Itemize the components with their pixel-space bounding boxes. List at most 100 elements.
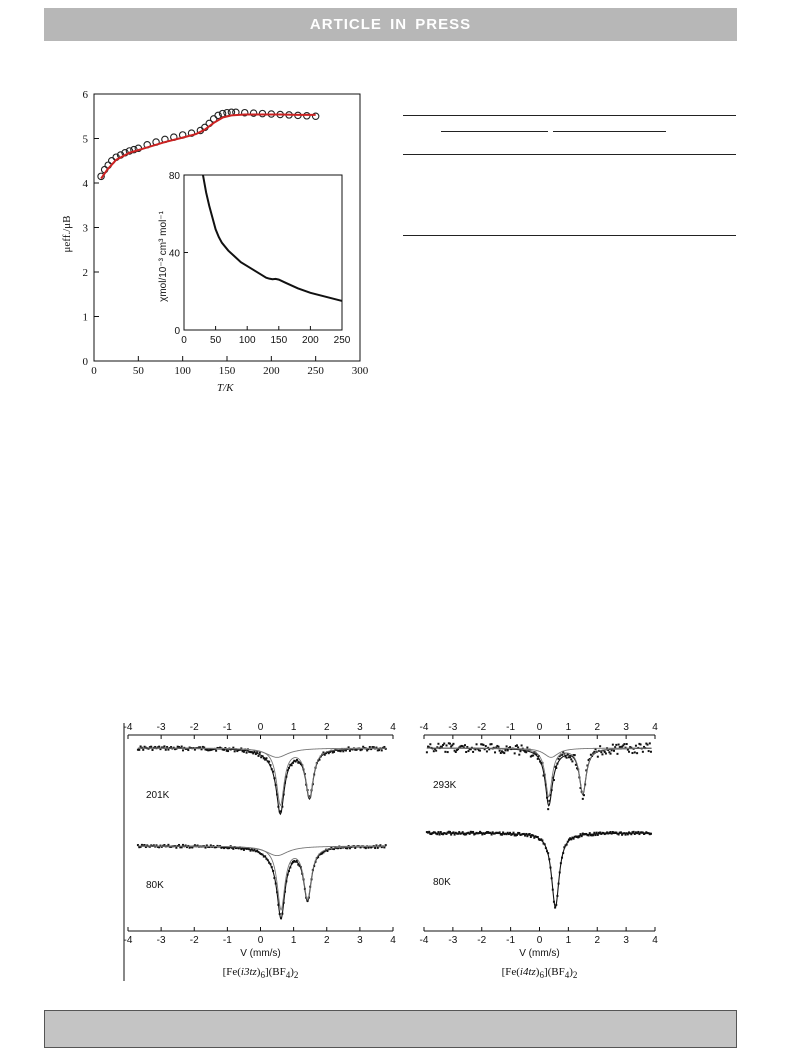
spectrum-data-point [482, 832, 485, 835]
spectrum-data-point [526, 746, 529, 749]
spectrum-data-point [295, 758, 298, 761]
spectrum-data-point [248, 848, 251, 851]
spectrum-data-point [200, 748, 203, 751]
spectrum-data-point [268, 760, 271, 763]
spectrum-data-point [291, 860, 294, 863]
spectrum-data-point [614, 746, 617, 749]
spectrum-data-point [158, 846, 161, 849]
spectrum-data-point [594, 834, 597, 837]
spectrum-data-point [181, 749, 184, 752]
spectrum-fit-line [137, 747, 386, 816]
data-point-marker [178, 131, 187, 139]
spectrum-data-point [623, 743, 626, 746]
y-tick-label: 2 [83, 267, 89, 279]
spectrum-data-point [576, 836, 579, 839]
spectrum-data-point [252, 752, 255, 755]
spectrum-data-point [327, 752, 330, 755]
spectrum-data-point [284, 781, 287, 784]
spectrum-data-point [232, 847, 235, 850]
spectrum-data-point [298, 864, 301, 867]
spectrum-data-point [592, 752, 595, 755]
spectrum-data-point [587, 759, 590, 762]
spectrum-data-point [630, 746, 633, 749]
spectrum-data-point [444, 750, 447, 753]
spectrum-data-point [195, 845, 198, 848]
spectrum-data-point [440, 832, 443, 835]
spectrum-data-point [509, 746, 512, 749]
spectrum-data-point [521, 747, 524, 750]
spectrum-data-point [528, 832, 531, 835]
spectrum-data-point [474, 748, 477, 751]
spectrum-data-point [525, 751, 528, 754]
spectrum-data-point [482, 743, 485, 746]
spectrum-data-point [626, 748, 629, 751]
spectrum-data-point [164, 845, 167, 848]
spectrum-data-point [599, 831, 602, 834]
spectrum-data-point [183, 845, 186, 848]
spectrum-data-point [505, 833, 508, 836]
spectrum-data-point [231, 846, 234, 849]
spectrum-data-point [236, 846, 239, 849]
spectrum-data-point [144, 746, 147, 749]
top-tick-label: 2 [324, 722, 330, 733]
spectrum-data-point [520, 744, 523, 747]
spectrum-data-point [188, 746, 191, 749]
spectrum-component-line [426, 747, 652, 758]
spectrum-data-point [140, 843, 143, 846]
spectrum-data-point [530, 754, 533, 757]
spectrum-data-point [203, 845, 206, 848]
spectrum-data-point [172, 845, 175, 848]
spectrum-data-point [540, 838, 543, 841]
spectrum-data-point [437, 742, 440, 745]
y-tick-label: 1 [83, 312, 89, 324]
top-tick-label: 3 [623, 722, 629, 733]
spectrum-data-point [374, 847, 377, 850]
inset-x-tick-label: 150 [270, 335, 287, 346]
spectrum-data-point [537, 755, 540, 758]
inset-x-tick-label: 200 [302, 335, 319, 346]
spectrum-data-point [362, 745, 365, 748]
spectrum-data-point [631, 752, 634, 755]
spectrum-data-point [167, 748, 170, 751]
spectrum-data-point [368, 746, 371, 749]
spectrum-data-point [448, 742, 451, 745]
spectrum-data-point [329, 750, 332, 753]
spectrum-data-point [234, 847, 237, 850]
spectrum-data-point [217, 845, 220, 848]
spectrum-data-point [253, 848, 256, 851]
spectrum-data-point [565, 756, 568, 759]
spectrum-data-point [242, 848, 245, 851]
spectrum-data-point [215, 749, 218, 752]
spectrum-data-point [500, 750, 503, 753]
spectrum-data-point [632, 747, 635, 750]
spectrum-data-point [484, 831, 487, 834]
spectrum-data-point [179, 846, 182, 849]
spectrum-data-point [311, 869, 314, 872]
spectrum-data-point [348, 749, 351, 752]
bottom-tick-label: 0 [537, 935, 543, 946]
spectrum-data-point [565, 843, 568, 846]
spectrum-data-point [544, 847, 547, 850]
spectrum-data-point [622, 832, 625, 835]
spectrum-data-point [208, 846, 211, 849]
x-tick-label: 300 [352, 365, 369, 377]
spectrum-data-point [459, 832, 462, 835]
spectrum-data-point [517, 831, 520, 834]
y-tick-label: 3 [83, 223, 89, 235]
spectrum-data-point [510, 833, 513, 836]
spectrum-data-point [597, 749, 600, 752]
spectrum-data-point [494, 832, 497, 835]
spectrum-data-point [527, 749, 530, 752]
spectrum-data-point [289, 763, 292, 766]
data-point-marker [143, 140, 151, 149]
spectrum-data-point [295, 859, 298, 862]
velocity-axis-label: V (mm/s) [240, 948, 281, 959]
table-group-rule-2 [553, 131, 666, 132]
spectrum-data-point [606, 747, 609, 750]
spectrum-data-point [220, 846, 223, 849]
spectrum-data-point [196, 747, 199, 750]
spectrum-data-point [143, 745, 146, 748]
spectrum-data-point [207, 749, 210, 752]
spectrum-data-point [573, 754, 576, 757]
